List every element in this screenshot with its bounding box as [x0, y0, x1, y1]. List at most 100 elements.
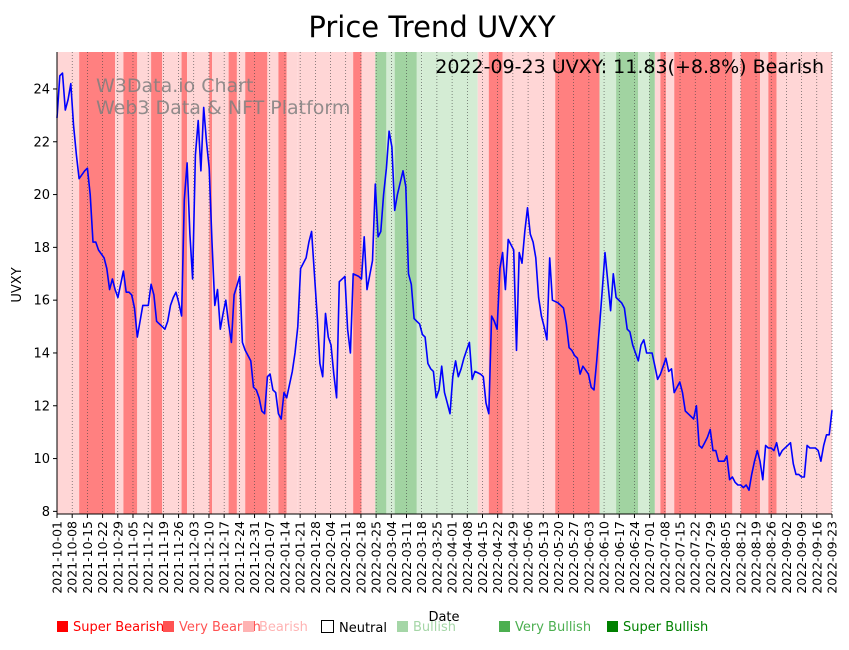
x-tick-label: 2021-10-01 — [50, 521, 65, 594]
legend-swatch — [57, 621, 68, 632]
x-tick-label: 2022-08-05 — [718, 521, 733, 594]
x-tick-label: 2022-02-11 — [338, 521, 353, 594]
x-tick-label: 2022-07-15 — [673, 521, 688, 594]
x-tick-label: 2022-06-24 — [627, 521, 642, 594]
regime-band-very_bearish — [353, 52, 362, 514]
x-tick-label: 2022-09-16 — [809, 521, 824, 594]
x-tick-label: 2022-04-01 — [445, 521, 460, 594]
x-tick-label: 2022-07-08 — [657, 521, 672, 594]
regime-band-very_bearish — [488, 52, 503, 514]
x-tick-label: 2021-12-24 — [232, 521, 247, 594]
regime-band-very_bullish — [394, 52, 417, 514]
regime-band-very_bullish — [649, 52, 655, 514]
legend: Super Bearish Very Bearish Bearish Neutral B… — [57, 620, 837, 638]
legend-item-bullish: Bullish — [397, 620, 456, 635]
x-tick-label: 2022-02-04 — [323, 521, 338, 594]
watermark-line-1: W3Data.io Chart — [96, 75, 253, 97]
regime-band-bearish — [286, 52, 298, 514]
y-tick-label: 20 — [33, 188, 50, 203]
regime-band-bullish — [422, 52, 478, 514]
legend-swatch — [499, 621, 510, 632]
regime-band-very_bearish — [740, 52, 761, 514]
regime-band-bearish — [477, 52, 489, 514]
legend-label: Bullish — [413, 620, 457, 635]
x-tick-label: 2022-01-07 — [262, 521, 277, 594]
legend-swatch — [163, 621, 174, 632]
y-tick-label: 24 — [33, 82, 50, 97]
regime-band-very_bullish — [616, 52, 639, 514]
x-axis-ticks: 2021-10-01 2021-10-08 2021-10-15 2021-10-22… — [50, 514, 840, 594]
x-tick-label: 2022-04-29 — [505, 521, 520, 594]
x-tick-label: 2021-12-31 — [247, 521, 262, 594]
x-tick-label: 2022-04-08 — [460, 521, 475, 594]
regime-band-very_bearish — [674, 52, 733, 514]
x-tick-label: 2022-01-14 — [277, 521, 292, 594]
legend-label: Neutral — [339, 621, 387, 636]
x-tick-label: 2022-09-02 — [779, 521, 794, 594]
legend-swatch — [397, 621, 408, 632]
regime-band-very_bearish — [209, 52, 212, 514]
regime-band-bearish — [137, 52, 152, 514]
axes — [56, 52, 832, 515]
x-tick-label: 2021-11-19 — [156, 521, 171, 594]
x-tick-label: 2021-10-15 — [80, 521, 95, 594]
x-tick-label: 2022-02-25 — [369, 521, 384, 594]
legend-item-bearish: Bearish — [243, 620, 308, 635]
regime-band-very_bearish — [228, 52, 237, 514]
regime-band-bullish — [638, 52, 650, 514]
watermark: W3Data.io Chart Web3 Data & NFT Platform — [96, 75, 350, 119]
price-line-layer — [56, 72, 833, 492]
regime-band-bearish — [502, 52, 556, 514]
x-tick-label: 2021-10-29 — [110, 521, 125, 594]
y-tick-label: 22 — [33, 135, 50, 150]
regime-band-bearish — [57, 52, 80, 514]
regime-bands — [57, 52, 832, 514]
x-tick-label: 2022-06-17 — [612, 521, 627, 594]
y-axis-label: UVXY — [10, 267, 25, 302]
legend-swatch — [243, 621, 254, 632]
x-tick-label: 2022-08-26 — [764, 521, 779, 594]
legend-item-neutral: Neutral — [321, 620, 387, 636]
x-tick-label: 2022-08-12 — [733, 521, 748, 594]
regime-band-bearish — [187, 52, 210, 514]
chart-title: Price Trend UVXY — [308, 10, 555, 44]
x-tick-label: 2022-02-18 — [353, 521, 368, 594]
x-tick-label: 2022-09-09 — [794, 521, 809, 594]
x-tick-label: 2022-06-03 — [581, 521, 596, 594]
x-tick-label: 2021-12-03 — [186, 521, 201, 594]
y-tick-label: 10 — [33, 452, 50, 467]
regime-band-bearish — [297, 52, 354, 514]
x-tick-label: 2022-03-04 — [384, 521, 399, 594]
watermark-line-2: Web3 Data & NFT Platform — [96, 97, 350, 119]
x-axis-label: Date — [428, 610, 459, 625]
annotation-text: 2022-09-23 UVXY: 11.83(+8.8%) Bearish — [435, 56, 824, 78]
x-tick-label: 2021-10-08 — [65, 521, 80, 594]
y-tick-label: 8 — [42, 505, 50, 520]
regime-band-bearish — [212, 52, 229, 514]
legend-item-super-bullish: Super Bullish — [607, 620, 708, 635]
regime-band-bearish — [162, 52, 182, 514]
regime-band-bearish — [267, 52, 279, 514]
regime-band-bearish — [654, 52, 661, 514]
x-tick-label: 2022-07-29 — [703, 521, 718, 594]
legend-label: Very Bullish — [515, 620, 592, 635]
regime-band-very_bearish — [660, 52, 666, 514]
regime-band-very_bearish — [768, 52, 777, 514]
x-tick-label: 2021-12-10 — [202, 521, 217, 594]
x-tick-label: 2022-03-11 — [399, 521, 414, 594]
x-tick-label: 2021-11-05 — [126, 521, 141, 594]
regime-band-very_bearish — [123, 52, 138, 514]
x-tick-label: 2022-03-25 — [429, 521, 444, 594]
regime-band-bearish — [776, 52, 832, 514]
regime-band-very_bullish — [375, 52, 387, 514]
x-tick-label: 2021-12-17 — [217, 521, 232, 594]
legend-item-super-bearish: Super Bearish — [57, 620, 164, 635]
regime-band-bearish — [236, 52, 246, 514]
x-tick-label: 2022-05-06 — [521, 521, 536, 594]
x-tick-label: 2022-05-13 — [536, 521, 551, 594]
legend-item-very-bearish: Very Bearish — [163, 620, 261, 635]
x-tick-label: 2021-11-12 — [141, 521, 156, 594]
y-tick-label: 14 — [33, 346, 50, 361]
legend-label: Super Bearish — [73, 620, 165, 635]
